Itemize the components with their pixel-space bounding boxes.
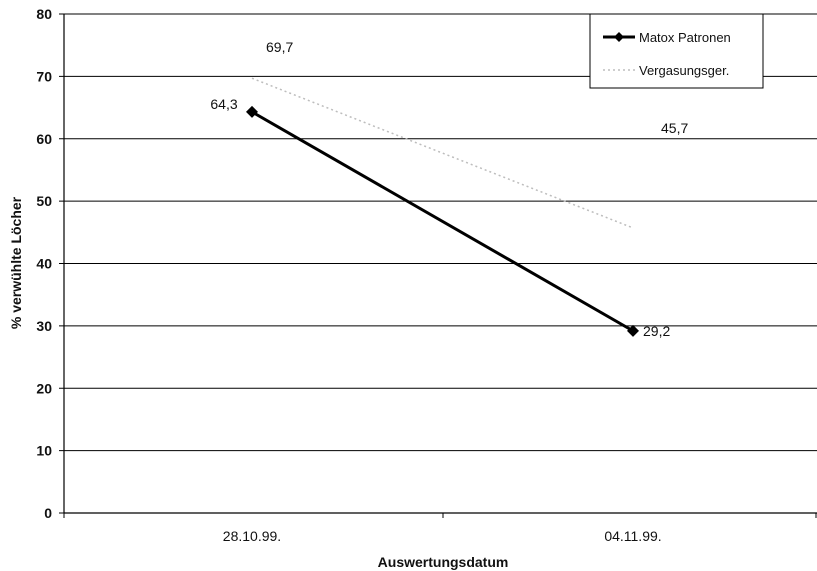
x-tick-label: 28.10.99.	[223, 528, 281, 544]
data-label: 64,3	[210, 96, 237, 112]
y-axis-title: % verwühlte Löcher	[8, 196, 24, 329]
data-label: 45,7	[661, 120, 688, 136]
legend-label-0: Matox Patronen	[639, 30, 731, 45]
y-tick-label: 10	[36, 443, 52, 459]
data-label: 29,2	[643, 323, 670, 339]
data-label: 69,7	[266, 39, 293, 55]
series-line-1	[251, 77, 634, 229]
legend-items: Matox Patronen Vergasungsger.	[603, 30, 731, 78]
y-tick-labels: 0 10 20 30 40 50 60 70 80	[36, 6, 52, 521]
y-tick-label: 0	[44, 505, 52, 521]
y-tick-label: 30	[36, 318, 52, 334]
legend-box	[589, 13, 764, 89]
y-tick-label: 70	[36, 68, 52, 84]
axes	[63, 14, 817, 518]
gridlines	[59, 13, 817, 514]
y-tick-label: 40	[36, 256, 52, 272]
y-tick-label: 50	[36, 193, 52, 209]
data-labels: 69,7 45,7 64,3 29,2	[210, 39, 688, 339]
x-tick-labels: 28.10.99. 04.11.99.	[223, 528, 662, 544]
x-tick-label: 04.11.99.	[604, 528, 661, 544]
data-point-marker	[246, 105, 258, 118]
series-line-0	[251, 110, 634, 333]
y-tick-label: 80	[36, 6, 52, 22]
data-point-marker	[627, 324, 639, 337]
legend: Matox Patronen Vergasungsger.	[589, 13, 764, 89]
x-axis-title: Auswertungsdatum	[378, 554, 509, 570]
legend-label-1: Vergasungsger.	[639, 63, 729, 78]
legend-marker-0	[614, 32, 624, 42]
y-tick-label: 60	[36, 131, 52, 147]
series-lines	[246, 77, 639, 337]
y-tick-label: 20	[36, 380, 52, 396]
